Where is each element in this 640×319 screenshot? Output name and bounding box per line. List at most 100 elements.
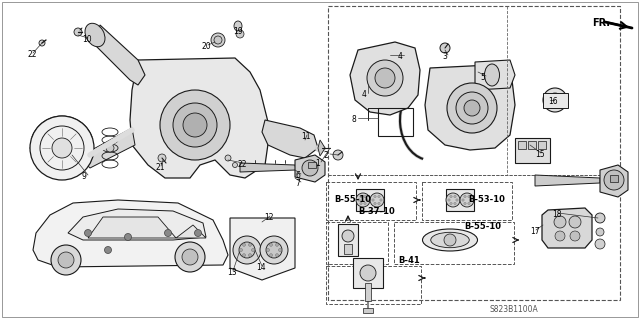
Text: 6: 6 (295, 171, 300, 180)
Circle shape (214, 36, 222, 44)
Text: 7: 7 (295, 179, 300, 188)
Bar (528, 141, 536, 149)
Circle shape (275, 243, 278, 246)
Text: 22: 22 (237, 160, 246, 169)
Circle shape (462, 199, 464, 201)
Circle shape (51, 245, 81, 275)
Circle shape (464, 202, 466, 205)
Circle shape (232, 162, 237, 167)
Circle shape (440, 43, 450, 53)
Circle shape (446, 193, 460, 207)
Circle shape (364, 195, 366, 198)
Polygon shape (68, 209, 206, 240)
Bar (378, 108, 413, 136)
Text: 11: 11 (301, 132, 310, 141)
Polygon shape (535, 175, 600, 186)
Circle shape (444, 234, 456, 246)
Circle shape (30, 116, 94, 180)
Polygon shape (84, 128, 135, 168)
Circle shape (569, 216, 581, 228)
Circle shape (269, 243, 273, 246)
Polygon shape (33, 200, 228, 267)
Ellipse shape (422, 229, 477, 251)
Bar (344, 244, 352, 254)
Circle shape (183, 113, 207, 137)
Polygon shape (318, 140, 325, 156)
Bar (353, 258, 383, 288)
Circle shape (74, 28, 82, 36)
Text: 18: 18 (552, 210, 561, 219)
Text: 9: 9 (82, 172, 87, 181)
Circle shape (448, 199, 450, 201)
Circle shape (454, 202, 456, 205)
Text: 3: 3 (442, 52, 447, 61)
Polygon shape (262, 120, 318, 158)
Circle shape (39, 40, 45, 46)
Circle shape (342, 230, 354, 242)
Circle shape (595, 213, 605, 223)
Text: B-37-10: B-37-10 (358, 207, 395, 216)
Text: 13: 13 (227, 268, 237, 277)
Circle shape (243, 243, 246, 246)
Bar (308, 162, 316, 168)
Circle shape (356, 193, 370, 207)
Bar (538, 141, 546, 149)
Circle shape (460, 193, 474, 207)
Text: 15: 15 (535, 150, 545, 159)
Polygon shape (475, 60, 515, 90)
Circle shape (175, 242, 205, 272)
Circle shape (374, 195, 376, 198)
Circle shape (378, 195, 380, 198)
Bar (610, 175, 618, 182)
Circle shape (360, 265, 376, 281)
Circle shape (58, 252, 74, 268)
Circle shape (158, 154, 166, 162)
Bar (326, 266, 421, 304)
Bar (543, 93, 568, 108)
Polygon shape (230, 218, 295, 280)
Bar (365, 283, 371, 301)
Circle shape (243, 254, 246, 257)
Circle shape (596, 228, 604, 236)
Circle shape (570, 231, 580, 241)
Circle shape (447, 83, 497, 133)
Bar (518, 141, 526, 149)
Circle shape (367, 60, 403, 96)
Bar (363, 308, 373, 313)
Circle shape (160, 90, 230, 160)
Circle shape (84, 229, 92, 236)
Circle shape (464, 195, 466, 198)
Circle shape (468, 202, 470, 205)
Polygon shape (130, 58, 270, 178)
Text: 1: 1 (315, 159, 320, 168)
Circle shape (266, 249, 269, 251)
Text: 22: 22 (27, 50, 36, 59)
Circle shape (370, 193, 384, 207)
Bar (422, 182, 512, 220)
Circle shape (366, 199, 368, 201)
Circle shape (374, 202, 376, 205)
Bar (338, 224, 358, 256)
Bar (326, 182, 416, 220)
Polygon shape (88, 217, 176, 238)
Circle shape (543, 88, 567, 112)
Circle shape (164, 229, 172, 236)
Circle shape (595, 239, 605, 249)
Bar (515, 138, 550, 163)
Circle shape (302, 160, 318, 176)
Ellipse shape (431, 232, 469, 248)
Circle shape (470, 199, 472, 201)
Polygon shape (425, 65, 515, 150)
Circle shape (278, 249, 282, 251)
Circle shape (239, 242, 255, 258)
Circle shape (125, 234, 131, 241)
Circle shape (375, 68, 395, 88)
Text: 8: 8 (352, 115, 356, 124)
Text: B-53-10: B-53-10 (468, 195, 505, 204)
Polygon shape (30, 130, 40, 166)
Circle shape (173, 103, 217, 147)
Bar (326, 222, 388, 264)
Circle shape (225, 155, 231, 161)
Circle shape (450, 195, 452, 198)
Polygon shape (295, 155, 325, 182)
